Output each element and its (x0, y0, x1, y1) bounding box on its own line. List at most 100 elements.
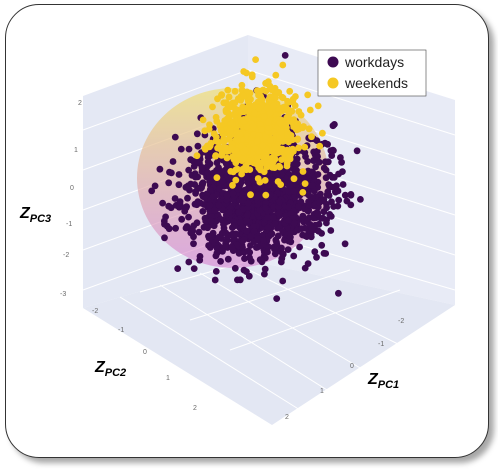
point-weekends-594 (263, 104, 271, 112)
point-workdays-1272 (162, 213, 170, 221)
point-workdays-736 (178, 215, 186, 223)
point-workdays-1425 (308, 224, 316, 232)
point-weekends-409 (252, 56, 259, 63)
point-workdays-1049 (353, 147, 361, 155)
point-workdays-312 (212, 268, 220, 275)
point-workdays-1338 (193, 219, 201, 227)
point-workdays-1121 (265, 243, 272, 251)
point-workdays-855 (339, 168, 346, 176)
point-weekends-447 (212, 152, 220, 159)
point-workdays-1428 (218, 235, 225, 242)
point-workdays-1326 (165, 179, 173, 187)
point-workdays-1202 (261, 270, 268, 278)
point-weekends-144 (210, 130, 218, 138)
point-weekends-612 (259, 142, 267, 150)
point-workdays-1166 (204, 162, 212, 170)
point-workdays-1302 (307, 233, 315, 241)
point-weekends-66 (238, 81, 246, 89)
point-workdays-1355 (243, 212, 251, 219)
point-weekends-624 (251, 145, 259, 152)
point-weekends-324 (243, 69, 250, 77)
point-weekends-574 (226, 127, 234, 135)
point-weekends-213 (304, 91, 312, 99)
point-weekends-611 (265, 124, 273, 131)
point-workdays-1040 (192, 188, 200, 196)
point-workdays-507 (171, 133, 179, 141)
point-workdays-1498 (176, 198, 184, 206)
point-workdays-1450 (264, 248, 271, 256)
point-workdays-1479 (250, 227, 258, 235)
y-tick-label: 0 (143, 349, 147, 356)
point-weekends-632 (240, 105, 248, 113)
point-workdays-1386 (285, 217, 292, 224)
point-workdays-1085 (236, 276, 244, 284)
point-weekends-604 (260, 113, 268, 120)
point-workdays-862 (185, 213, 192, 221)
z-axis-ticks: -3 -2 -1 0 1 2 (60, 100, 82, 298)
point-weekends-242 (247, 95, 254, 103)
point-weekends-600 (266, 93, 274, 100)
point-weekends-492 (248, 73, 256, 81)
point-weekends-55 (314, 102, 322, 110)
point-workdays-758 (290, 252, 298, 260)
point-workdays-20 (217, 258, 225, 265)
point-weekends-478 (205, 125, 213, 133)
point-workdays-579 (339, 181, 347, 188)
point-weekends-578 (286, 117, 293, 125)
point-workdays-1493 (239, 244, 246, 252)
x-tick-label: 1 (320, 388, 324, 395)
point-workdays-295 (334, 202, 342, 210)
point-workdays-1349 (326, 211, 334, 218)
point-weekends-310 (301, 180, 309, 188)
point-workdays-1396 (225, 208, 233, 216)
point-workdays-1260 (290, 219, 298, 227)
point-workdays-1254 (309, 181, 316, 189)
point-weekends-458 (231, 99, 239, 107)
point-workdays-1378 (320, 164, 328, 172)
point-workdays-310 (177, 145, 185, 153)
point-workdays-1482 (218, 168, 226, 175)
point-weekends-403 (258, 159, 266, 167)
point-workdays-1487 (231, 222, 239, 230)
point-workdays-1458 (273, 241, 281, 248)
point-workdays-1253 (259, 231, 266, 239)
point-workdays-1455 (198, 164, 206, 172)
point-workdays-1456 (264, 224, 272, 231)
point-workdays-1400 (240, 236, 248, 244)
point-workdays-1023 (199, 208, 207, 215)
point-workdays-1298 (254, 184, 262, 192)
point-workdays-123 (148, 187, 156, 195)
point-workdays-1465 (190, 265, 198, 272)
point-weekends-513 (300, 123, 307, 130)
y-axis-label: ZPC2 (94, 359, 126, 379)
point-workdays-1081 (329, 122, 337, 130)
point-weekends-590 (218, 91, 226, 99)
point-workdays-1361 (262, 204, 269, 212)
y-tick-label: -1 (118, 327, 124, 334)
x-tick-label: 0 (350, 363, 354, 370)
point-workdays-1019 (232, 230, 240, 238)
point-weekends-534 (232, 166, 240, 174)
point-workdays-728 (193, 130, 201, 138)
point-workdays-1318 (313, 147, 321, 155)
point-weekends-482 (294, 135, 302, 143)
point-weekends-287 (232, 176, 240, 184)
point-workdays-804 (322, 250, 330, 257)
point-workdays-186 (185, 166, 193, 174)
point-workdays-1439 (310, 156, 318, 164)
point-workdays-1337 (298, 225, 305, 233)
z-axis-label: ZPC3 (19, 205, 51, 225)
point-workdays-1489 (274, 172, 281, 180)
point-workdays-1290 (264, 213, 272, 221)
point-workdays-1469 (237, 219, 244, 226)
point-weekends-434 (246, 157, 254, 165)
point-workdays-1331 (233, 241, 241, 249)
point-workdays-971 (184, 194, 191, 202)
legend[interactable]: workdays weekends (317, 49, 427, 97)
legend-marker-workdays (327, 56, 339, 68)
point-weekends-20 (193, 152, 201, 160)
point-weekends-606 (212, 137, 220, 145)
point-workdays-1279 (224, 233, 232, 240)
point-weekends-470 (272, 94, 279, 101)
